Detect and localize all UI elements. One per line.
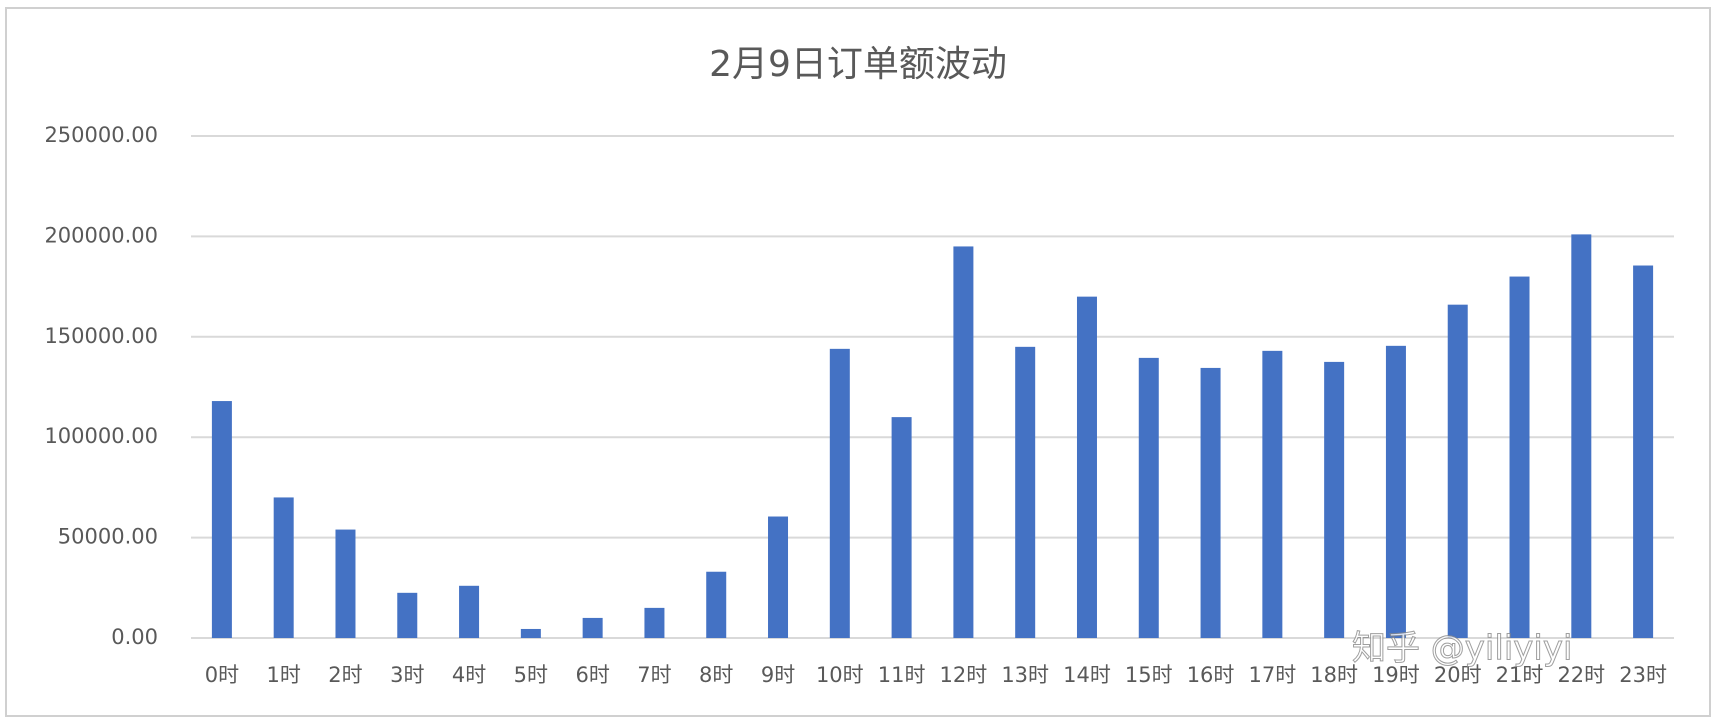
x-tick-label: 20时 bbox=[1434, 663, 1482, 687]
x-tick-label: 16时 bbox=[1187, 663, 1235, 687]
bar bbox=[1076, 296, 1097, 638]
bar bbox=[706, 571, 727, 638]
y-tick-label: 200000.00 bbox=[44, 223, 158, 247]
x-tick-label: 19时 bbox=[1372, 663, 1420, 687]
x-tick-label: 7时 bbox=[637, 663, 671, 687]
x-tick-label: 3时 bbox=[390, 663, 424, 687]
bar bbox=[459, 585, 480, 638]
x-tick-label: 10时 bbox=[816, 663, 864, 687]
y-tick-label: 100000.00 bbox=[44, 424, 158, 448]
x-tick-label: 5时 bbox=[514, 663, 548, 687]
x-tick-label: 18时 bbox=[1310, 663, 1358, 687]
bar bbox=[397, 592, 418, 638]
bar bbox=[520, 628, 541, 638]
bar bbox=[1015, 346, 1036, 638]
x-tick-label: 17时 bbox=[1248, 663, 1296, 687]
bar bbox=[335, 529, 356, 638]
x-tick-label: 13时 bbox=[1001, 663, 1049, 687]
chart-title: 2月9日订单额波动 bbox=[709, 44, 1007, 85]
bar bbox=[891, 417, 912, 638]
bar bbox=[1447, 304, 1468, 638]
bar bbox=[768, 516, 789, 638]
x-tick-label: 1时 bbox=[267, 663, 301, 687]
x-tick-label: 0时 bbox=[205, 663, 239, 687]
x-tick-label: 9时 bbox=[761, 663, 795, 687]
x-tick-label: 11时 bbox=[878, 663, 926, 687]
bar bbox=[1509, 276, 1530, 638]
x-tick-label: 22时 bbox=[1557, 663, 1605, 687]
bar bbox=[211, 401, 232, 638]
x-tick-label: 8时 bbox=[699, 663, 733, 687]
x-tick-label: 6时 bbox=[575, 663, 609, 687]
x-tick-label: 2时 bbox=[328, 663, 362, 687]
y-tick-label: 150000.00 bbox=[44, 324, 158, 348]
bar bbox=[1200, 367, 1221, 638]
bar bbox=[644, 607, 665, 638]
bar bbox=[1262, 350, 1283, 638]
bar bbox=[582, 617, 603, 638]
x-tick-label: 23时 bbox=[1619, 663, 1667, 687]
bar bbox=[953, 246, 974, 638]
bar bbox=[829, 348, 850, 638]
y-tick-label: 50000.00 bbox=[58, 525, 158, 549]
y-tick-label: 0.00 bbox=[111, 625, 158, 649]
bar bbox=[1324, 361, 1345, 638]
x-tick-label: 21时 bbox=[1496, 663, 1544, 687]
bar bbox=[1138, 357, 1159, 638]
y-tick-label: 250000.00 bbox=[44, 123, 158, 147]
x-tick-label: 12时 bbox=[940, 663, 988, 687]
bar bbox=[1633, 265, 1654, 638]
bar bbox=[1571, 234, 1592, 638]
x-tick-label: 14时 bbox=[1063, 663, 1111, 687]
watermark: 知乎 @yiliyiyi bbox=[1352, 629, 1572, 669]
x-tick-label: 4时 bbox=[452, 663, 486, 687]
bar bbox=[1385, 345, 1406, 638]
x-tick-label: 15时 bbox=[1125, 663, 1173, 687]
bar bbox=[273, 497, 294, 638]
